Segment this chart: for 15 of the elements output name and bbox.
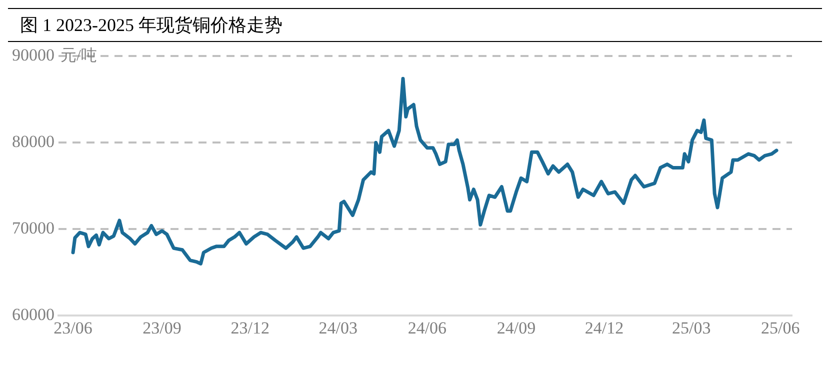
x-tick-label: 24/06 [408, 318, 447, 338]
y-axis-title: 元/吨 [60, 46, 97, 64]
y-tick-label: 70000 [12, 218, 54, 238]
y-tick-label: 90000 [12, 46, 54, 65]
y-tick-label: 60000 [12, 305, 54, 324]
x-tick-label: 24/12 [584, 318, 624, 338]
x-tick-label: 23/12 [230, 318, 270, 338]
x-tick-label: 25/06 [761, 318, 800, 338]
chart-title: 图 1 2023-2025 年现货铜价格走势 [8, 8, 822, 42]
x-tick-label: 25/03 [672, 318, 711, 338]
x-tick-label: 23/09 [142, 318, 182, 338]
x-tick-label: 24/03 [318, 318, 358, 338]
x-tick-label: 24/09 [496, 318, 536, 338]
x-tick-label: 23/06 [54, 318, 92, 338]
y-tick-label: 80000 [12, 132, 54, 152]
